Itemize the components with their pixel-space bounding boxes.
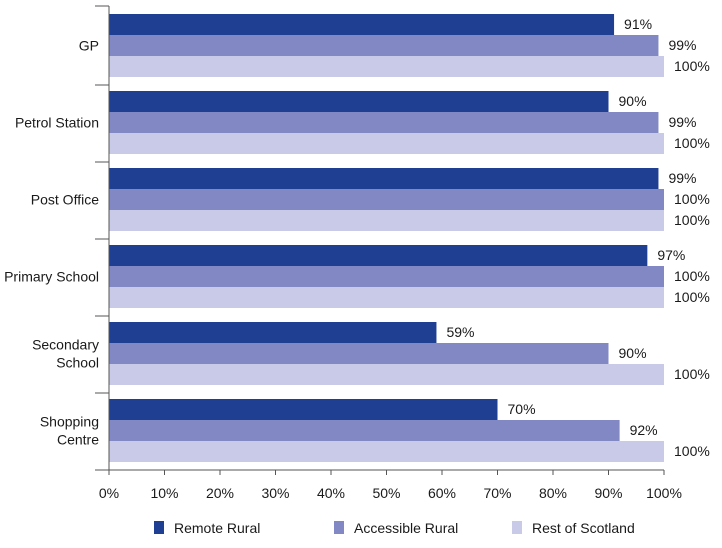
- legend-swatch: [154, 521, 164, 534]
- data-label: 100%: [674, 443, 710, 459]
- legend-label: Rest of Scotland: [532, 520, 635, 536]
- bar-shopping-centre-remote-rural: [109, 399, 498, 420]
- bar-secondary-school-accessible-rural: [109, 343, 609, 364]
- legend-swatch: [334, 521, 344, 534]
- category-label-line: Shopping: [40, 414, 99, 430]
- x-tick-label: 70%: [483, 485, 511, 501]
- bar-post-office-accessible-rural: [109, 189, 664, 210]
- data-label: 100%: [674, 366, 710, 382]
- data-label: 91%: [624, 16, 652, 32]
- bars-layer: [109, 14, 664, 462]
- x-tick-label: 10%: [150, 485, 178, 501]
- data-label: 92%: [630, 422, 658, 438]
- data-label: 97%: [657, 247, 685, 263]
- category-label-line: GP: [79, 38, 99, 54]
- x-tick-label: 30%: [261, 485, 289, 501]
- data-label: 99%: [668, 114, 696, 130]
- bar-gp-rest-of-scotland: [109, 56, 664, 77]
- category-label: Petrol Station: [15, 115, 99, 131]
- bar-primary-school-rest-of-scotland: [109, 287, 664, 308]
- category-label: GP: [79, 38, 99, 54]
- data-label: 100%: [674, 191, 710, 207]
- data-label: 100%: [674, 289, 710, 305]
- bar-shopping-centre-rest-of-scotland: [109, 441, 664, 462]
- x-tick-label: 40%: [317, 485, 345, 501]
- x-tick-label: 90%: [594, 485, 622, 501]
- bar-primary-school-remote-rural: [109, 245, 648, 266]
- category-label: Primary School: [4, 269, 99, 285]
- category-label-line: Secondary: [32, 337, 99, 353]
- category-label: Shopping Centre: [40, 414, 99, 448]
- bar-petrol-station-rest-of-scotland: [109, 133, 664, 154]
- bar-petrol-station-remote-rural: [109, 91, 609, 112]
- legend-swatch: [512, 521, 522, 534]
- category-label-line: Petrol Station: [15, 115, 99, 131]
- category-label: Post Office: [31, 192, 99, 208]
- data-label: 100%: [674, 212, 710, 228]
- x-tick-label: 50%: [372, 485, 400, 501]
- legend: Remote Rural Accessible Rural Rest of Scot…: [154, 520, 635, 536]
- bar-shopping-centre-accessible-rural: [109, 420, 620, 441]
- x-tick-label: 60%: [428, 485, 456, 501]
- data-label: 100%: [674, 135, 710, 151]
- category-label-line: Centre: [57, 432, 99, 448]
- bar-petrol-station-accessible-rural: [109, 112, 659, 133]
- bar-primary-school-accessible-rural: [109, 266, 664, 287]
- data-label: 90%: [619, 93, 647, 109]
- data-label: 70%: [508, 401, 536, 417]
- category-label-line: Primary School: [4, 269, 99, 285]
- bar-gp-remote-rural: [109, 14, 615, 35]
- bar-secondary-school-rest-of-scotland: [109, 364, 664, 385]
- data-label: 99%: [668, 170, 696, 186]
- bar-post-office-remote-rural: [109, 168, 659, 189]
- legend-label: Accessible Rural: [354, 520, 458, 536]
- x-tick-label: 0%: [99, 485, 119, 501]
- x-tick-label: 100%: [646, 485, 682, 501]
- bar-secondary-school-remote-rural: [109, 322, 437, 343]
- data-labels-layer: 91% 99% 100% 90% 99% 100% 99% 100% 100% 97% 100% 10…: [446, 16, 709, 459]
- data-label: 100%: [674, 58, 710, 74]
- category-label: Secondary School: [32, 337, 99, 371]
- bar-gp-accessible-rural: [109, 35, 659, 56]
- category-label-line: School: [56, 355, 99, 371]
- x-tick-label: 20%: [206, 485, 234, 501]
- bar-post-office-rest-of-scotland: [109, 210, 664, 231]
- category-label-line: Post Office: [31, 192, 99, 208]
- data-label: 99%: [668, 37, 696, 53]
- data-label: 100%: [674, 268, 710, 284]
- x-tick-label: 80%: [539, 485, 567, 501]
- data-label: 90%: [619, 345, 647, 361]
- axes-layer: GP Petrol Station Post Office Primary Schoo…: [4, 5, 682, 501]
- data-label: 59%: [446, 324, 474, 340]
- legend-label: Remote Rural: [174, 520, 260, 536]
